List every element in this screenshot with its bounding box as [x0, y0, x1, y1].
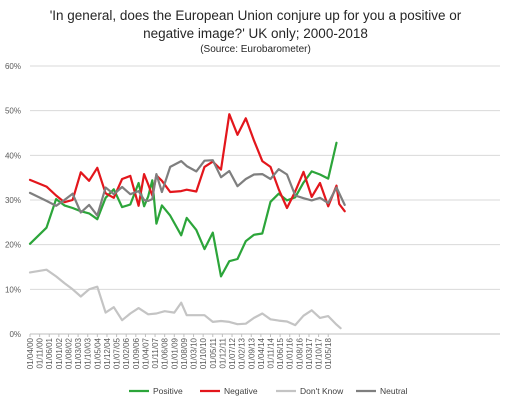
y-tick-label: 50% [5, 107, 21, 116]
x-tick-label: 01/03/10 [190, 337, 199, 369]
x-tick-label: 01/05/11 [209, 337, 218, 368]
legend: Positive Negative Don't Know Neutral [129, 386, 408, 396]
x-tick-label: 01/10/03 [84, 337, 93, 369]
x-tick-label: 01/02/13 [238, 337, 247, 369]
series-line-negative [28, 113, 346, 213]
x-tick-label: 01/09/13 [247, 337, 256, 369]
grid-layer [30, 65, 500, 335]
x-tick-label: 01/03/17 [305, 337, 314, 369]
x-tick-label: 01/08/09 [180, 337, 189, 369]
x-tick-label: 01/08/02 [64, 337, 73, 369]
x-tick-label: 01/02/06 [122, 337, 131, 369]
x-tick-label: 01/11/00 [36, 337, 45, 368]
y-axis-tick-labels: 0% 10% 20% 30% 40% 50% 60% [5, 62, 21, 339]
x-tick-label: 01/06/01 [45, 337, 54, 369]
legend-label: Don't Know [300, 386, 344, 396]
y-tick-label: 40% [5, 151, 21, 160]
x-tick-label: 01/07/05 [113, 337, 122, 369]
x-tick-label: 01/09/06 [132, 337, 141, 369]
series-line-neutral [28, 159, 346, 217]
x-tick-label: 01/05/04 [93, 337, 102, 369]
chart-title-line1: 'In general, does the European Union con… [50, 8, 462, 23]
x-tick-label: 01/10/10 [199, 337, 208, 369]
x-tick-label: 01/08/16 [295, 337, 304, 369]
x-tick-label: 01/03/03 [74, 337, 83, 369]
x-tick-label: 01/01/02 [55, 337, 64, 369]
x-tick-label: 01/07/12 [228, 337, 237, 369]
x-tick-label: 01/12/11 [218, 337, 227, 368]
chart-title-line2: negative image?' UK only; 2000-2018 [143, 26, 368, 41]
x-tick-label: 01/11/14 [267, 337, 276, 368]
legend-label: Negative [224, 386, 258, 396]
x-tick-label: 01/04/14 [257, 337, 266, 369]
y-tick-label: 0% [9, 330, 21, 339]
legend-label: Positive [153, 386, 183, 396]
series-line-positive [28, 141, 338, 278]
x-tick-label: 01/01/16 [286, 337, 295, 369]
series-line-don-t-know [28, 268, 342, 330]
x-tick-label: 01/12/04 [103, 337, 112, 369]
legend-label: Neutral [380, 386, 408, 396]
x-tick-label: 01/11/07 [151, 337, 160, 368]
x-tick-label: 01/06/15 [276, 337, 285, 369]
y-tick-label: 10% [5, 285, 21, 294]
x-axis-tick-labels: 01/04/00 01/11/00 01/06/01 01/01/02 01/08/02… [26, 334, 333, 369]
chart-subtitle: (Source: Eurobarometer) [200, 44, 311, 55]
series-layer [28, 113, 346, 330]
y-tick-label: 20% [5, 241, 21, 250]
y-tick-label: 30% [5, 196, 21, 205]
x-tick-label: 01/10/17 [315, 337, 324, 369]
y-tick-label: 60% [5, 62, 21, 71]
x-tick-label: 01/04/07 [141, 337, 150, 369]
x-tick-label: 01/04/00 [26, 337, 35, 369]
x-tick-label: 01/06/08 [161, 337, 170, 369]
x-tick-label: 01/01/09 [170, 337, 179, 369]
x-tick-label: 01/05/18 [324, 337, 333, 369]
